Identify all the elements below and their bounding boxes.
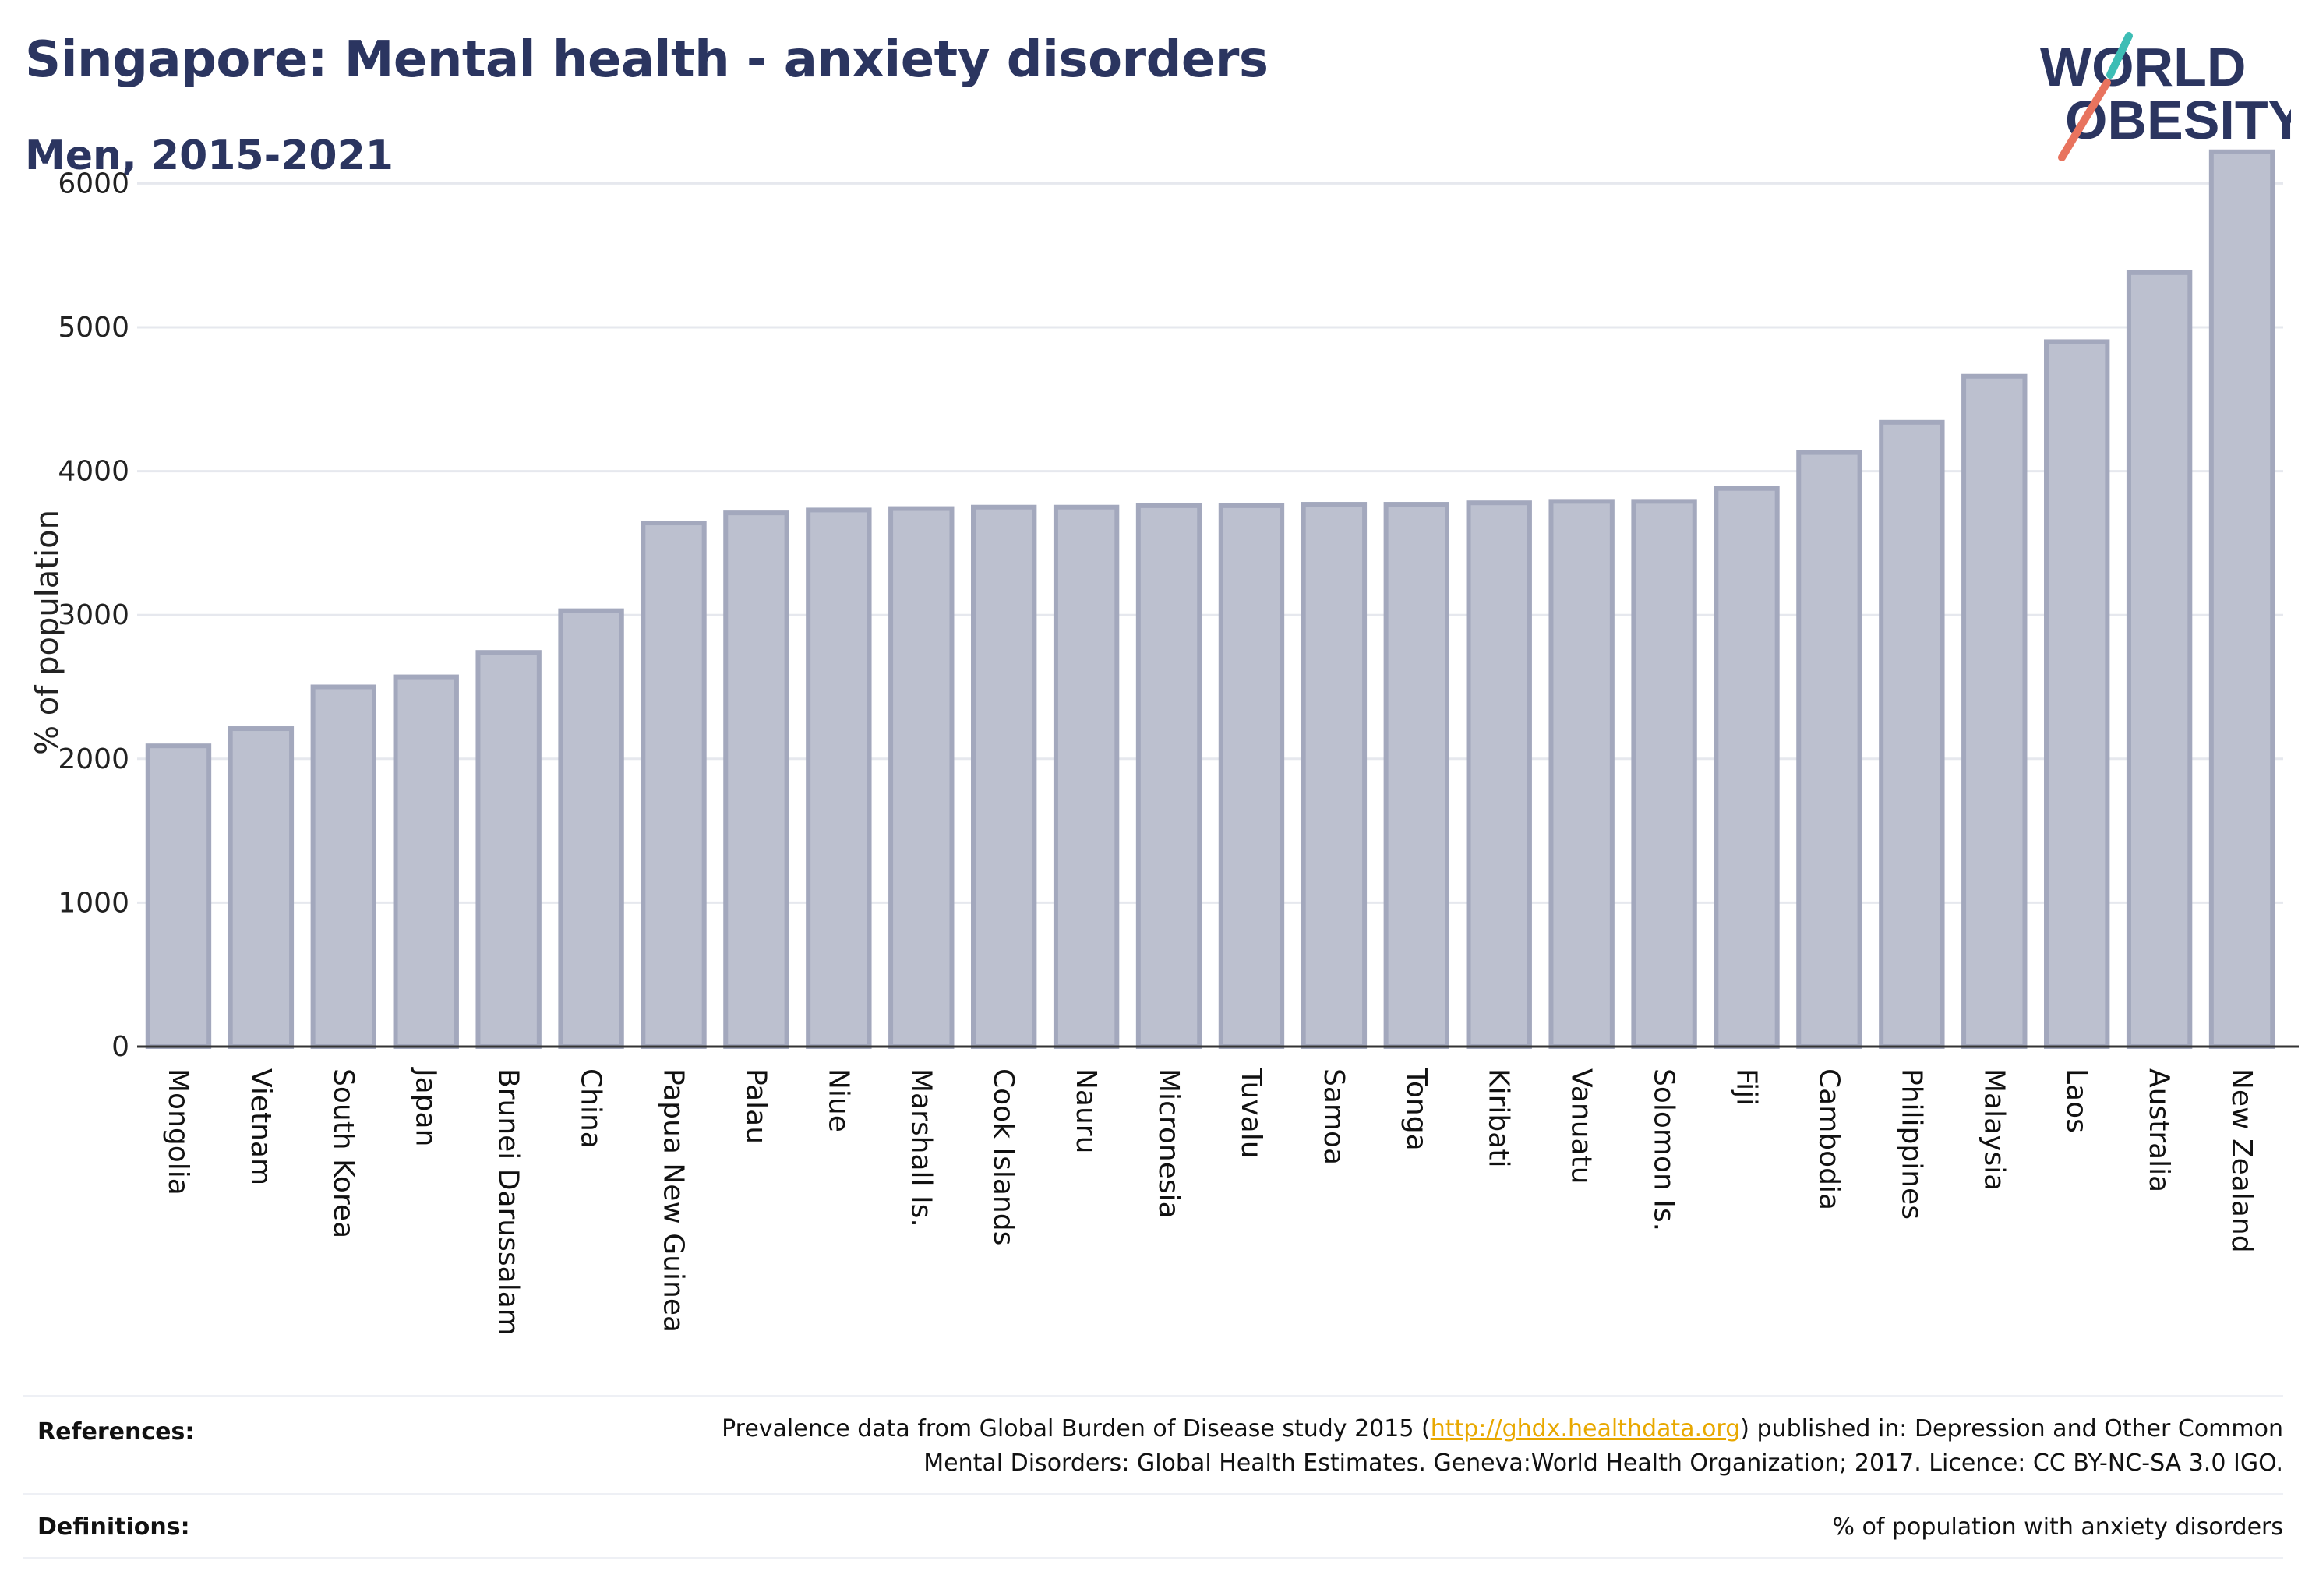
y-tick-label: 1000 <box>58 887 129 919</box>
y-tick-label: 4000 <box>58 456 129 488</box>
bar <box>1631 499 1697 1049</box>
x-tick-label: Fiji <box>1731 1068 1763 1106</box>
bar <box>1053 504 1120 1049</box>
x-tick-label: Tuvalu <box>1235 1068 1267 1159</box>
world-obesity-logo: WORLD OBESITY <box>2040 32 2291 161</box>
x-tick-label: Marshall Is. <box>905 1068 937 1227</box>
x-tick-label: Kiribati <box>1483 1068 1515 1167</box>
y-tick-label: 2000 <box>58 743 129 775</box>
bar <box>1879 419 1945 1049</box>
logo-word-world: WORLD <box>2040 37 2246 97</box>
bar <box>2044 339 2110 1049</box>
bar <box>1466 500 1532 1049</box>
x-tick-label: Nauru <box>1070 1068 1102 1153</box>
y-tick-label: 6000 <box>58 168 129 200</box>
bar <box>310 684 376 1049</box>
x-tick-label: Papua New Guinea <box>658 1068 690 1333</box>
bar <box>888 506 955 1049</box>
bar <box>558 608 624 1049</box>
references-bottom-divider <box>23 1493 2283 1495</box>
definitions-bottom-divider <box>23 1557 2283 1559</box>
bar <box>971 504 1037 1049</box>
x-tick-label: Japan <box>410 1067 442 1146</box>
x-tick-label: Laos <box>2060 1068 2092 1133</box>
bar <box>228 726 295 1049</box>
x-tick-label: Cook Islands <box>987 1068 1019 1245</box>
x-tick-label: Malaysia <box>1978 1068 2010 1191</box>
x-tick-label: China <box>575 1068 607 1149</box>
definitions-text: % of population with anxiety disorders <box>1832 1513 2283 1541</box>
references-label: References: <box>37 1418 195 1446</box>
x-tick-label: Australia <box>2143 1068 2175 1192</box>
logo-word-obesity: OBESITY <box>2065 90 2291 150</box>
x-tick-label: Philippines <box>1895 1068 1927 1220</box>
references-top-divider <box>23 1395 2283 1397</box>
bar <box>1135 503 1202 1049</box>
x-tick-label: Tonga <box>1400 1068 1432 1151</box>
definitions-label: Definitions: <box>37 1513 190 1541</box>
bar <box>1961 373 2028 1049</box>
x-tick-label: Micronesia <box>1152 1068 1184 1219</box>
x-tick-label: Palau <box>740 1068 771 1144</box>
x-tick-label: Niue <box>822 1068 854 1132</box>
x-tick-label: Brunei Darussalam <box>492 1068 524 1336</box>
references-text-after: ) published in: Depression and Other Com… <box>1740 1415 2283 1442</box>
y-tick-label: 0 <box>111 1031 129 1063</box>
bar <box>1548 499 1615 1049</box>
references-text: Prevalence data from Global Burden of Di… <box>491 1412 2283 1481</box>
bar <box>2208 149 2275 1049</box>
bar <box>723 510 789 1049</box>
chart-title: Singapore: Mental health - anxiety disor… <box>25 31 1269 89</box>
x-tick-label: South Korea <box>327 1068 359 1238</box>
bar <box>1714 486 1780 1049</box>
references-link[interactable]: http://ghdx.healthdata.org <box>1430 1415 1741 1442</box>
bar <box>1383 502 1449 1049</box>
x-tick-label: Mongolia <box>162 1068 194 1195</box>
y-axis-label: % of population <box>30 510 65 755</box>
bar <box>806 507 872 1049</box>
references-text-before: Prevalence data from Global Burden of Di… <box>722 1415 1431 1442</box>
x-tick-label: Vietnam <box>245 1068 277 1185</box>
x-tick-label: Cambodia <box>1813 1068 1844 1210</box>
x-tick-label: New Zealand <box>2226 1068 2257 1253</box>
logo-slash-bottom <box>2058 79 2111 161</box>
bar <box>1218 503 1285 1049</box>
bar <box>393 674 459 1049</box>
bar <box>2126 270 2193 1050</box>
references-text-line2: Mental Disorders: Global Health Estimate… <box>923 1449 2283 1477</box>
x-tick-label: Solomon Is. <box>1648 1068 1680 1231</box>
bar <box>145 743 212 1050</box>
logo-slash-top <box>2106 32 2133 79</box>
y-tick-label: 3000 <box>58 599 129 631</box>
bar <box>475 650 542 1050</box>
y-tick-label: 5000 <box>58 312 129 344</box>
bar <box>641 521 707 1049</box>
x-tick-label: Vanuatu <box>1565 1068 1597 1185</box>
bar-chart: 0 1000 2000 3000 4000 5000 6000 % of population… <box>30 149 2299 1336</box>
bar <box>1796 450 1862 1049</box>
bar <box>1301 502 1368 1049</box>
chart-subtitle: Men, 2015-2021 <box>25 132 394 179</box>
x-tick-label: Samoa <box>1318 1068 1350 1165</box>
